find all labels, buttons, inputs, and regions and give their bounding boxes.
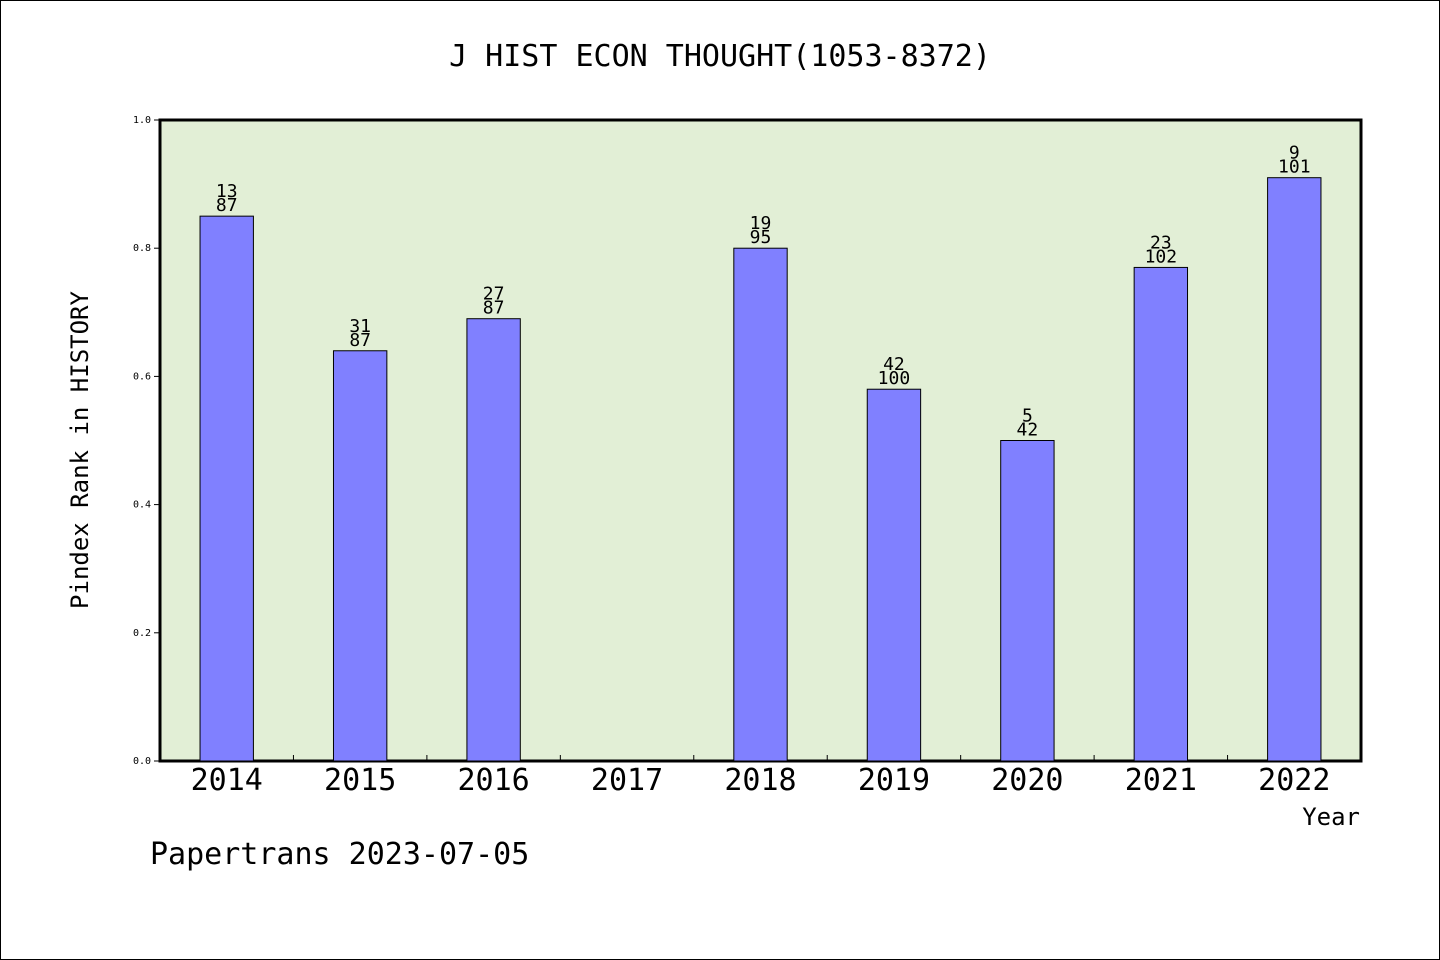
bar-label-bottom: 42: [1017, 420, 1039, 441]
bar-label-top: 9: [1289, 143, 1300, 164]
bar-label-bottom: 87: [349, 330, 371, 351]
bar-label-top: 31: [349, 316, 371, 337]
bar-2020: [1000, 440, 1055, 762]
bar-label-bottom: 101: [1278, 157, 1311, 178]
bar-label-bottom: 87: [483, 298, 505, 319]
x-tick-label: 2019: [858, 763, 930, 798]
bar-label-bottom: 100: [878, 368, 911, 389]
x-tick-label: 2014: [191, 763, 263, 798]
y-axis-label: Pindex Rank in HISTORY: [66, 291, 94, 609]
y-tick-label: 1.0: [133, 115, 151, 126]
x-tick-label: 2020: [991, 763, 1063, 798]
bar-label-top: 5: [1022, 406, 1033, 427]
bar-label-top: 19: [750, 213, 772, 234]
bar-label-top: 13: [216, 181, 238, 202]
bar-label-bottom: 87: [216, 195, 238, 216]
y-tick-label: 0.0: [133, 756, 151, 767]
x-axis-label: Year: [1302, 803, 1360, 831]
x-tick-label: 2015: [324, 763, 396, 798]
y-tick-label: 0.6: [133, 371, 151, 382]
bar-2014: [199, 215, 254, 762]
x-tick-label: 2021: [1125, 763, 1197, 798]
x-tick-label: 2022: [1258, 763, 1330, 798]
bar-2018: [733, 247, 788, 762]
credit-text: Papertrans 2023-07-05: [150, 837, 529, 872]
bar-label-bottom: 102: [1145, 246, 1178, 267]
bar-label-top: 27: [483, 284, 505, 305]
y-axis: 0.0 0.2 0.4 0.6 0.8 1.0: [133, 115, 160, 767]
x-tick-label: 2016: [457, 763, 529, 798]
bar-label-bottom: 95: [750, 227, 772, 248]
bar-label-top: 23: [1150, 232, 1172, 253]
x-axis: 2014 2015 2016 2017 2018 2019 2020 2021 2022: [191, 755, 1330, 798]
bar-label-top: 42: [883, 354, 905, 375]
bar-2019: [866, 388, 922, 762]
bar-2021: [1133, 266, 1189, 762]
bar-2016: [466, 318, 521, 762]
bar-2022: [1267, 177, 1322, 762]
bar-2015: [332, 350, 388, 762]
y-tick-label: 0.8: [133, 243, 151, 254]
x-tick-label: 2018: [724, 763, 796, 798]
y-tick-label: 0.4: [133, 500, 151, 511]
x-tick-label: 2017: [591, 763, 663, 798]
y-tick-label: 0.2: [133, 628, 151, 639]
chart-title: J HIST ECON THOUGHT(1053-8372): [449, 39, 991, 74]
